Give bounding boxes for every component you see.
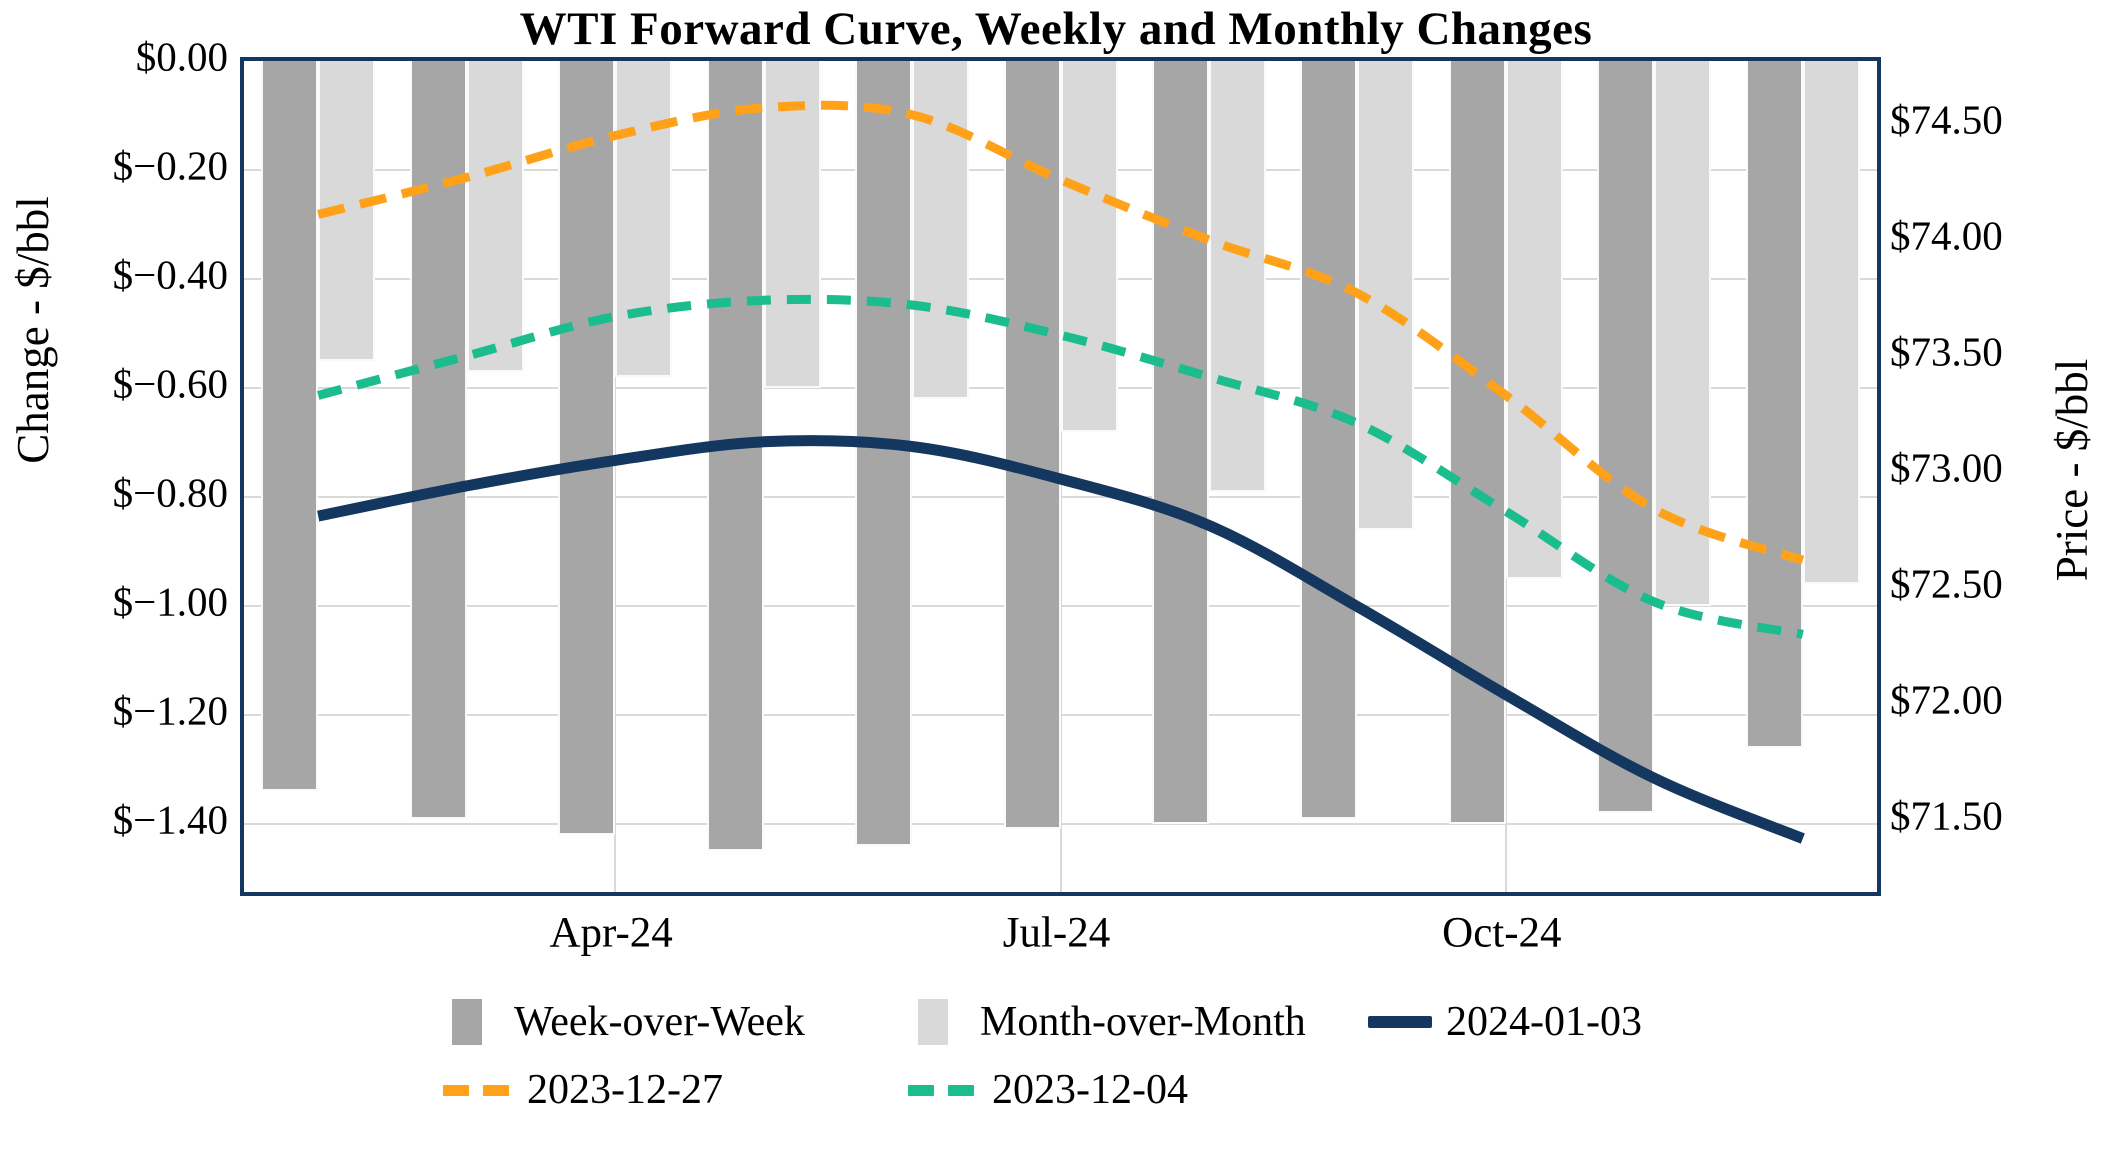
legend-dash-swatch [483, 1084, 509, 1096]
week-over-week-bar [1448, 61, 1506, 824]
left-axis-tick-label: $−1.40 [112, 796, 228, 843]
legend-item-week-over-week: Week-over-Week [452, 992, 805, 1052]
week-over-week-bar [409, 61, 467, 819]
legend-dash-swatch [948, 1084, 974, 1096]
plot-area [240, 57, 1881, 896]
legend-item-month-over-month: Month-over-Month [918, 992, 1306, 1052]
right-axis-tick-label: $71.50 [1890, 792, 2003, 839]
right-axis-tick-label: $72.50 [1890, 560, 2003, 607]
month-over-month-bar [1505, 61, 1563, 579]
month-over-month-bar [1060, 61, 1118, 432]
week-over-week-bar [1300, 61, 1358, 819]
legend-label: Week-over-Week [514, 999, 805, 1045]
legend-dash-swatch [443, 1084, 469, 1096]
month-over-month-bar [1208, 61, 1266, 492]
legend-bar-swatch [452, 999, 482, 1045]
month-over-month-bar [1802, 61, 1860, 585]
week-over-week-bar [1003, 61, 1061, 830]
legend-line-swatch [1368, 1016, 1432, 1028]
month-over-month-bar [1654, 61, 1712, 606]
week-over-week-bar [855, 61, 913, 846]
legend-label: 2023-12-27 [527, 1067, 723, 1113]
left-axis-tick-label: $−0.80 [112, 469, 228, 516]
week-over-week-bar [706, 61, 764, 852]
legend-label: 2024-01-03 [1446, 999, 1642, 1045]
month-over-month-bar [1357, 61, 1415, 530]
left-axis-tick-label: $−1.20 [112, 687, 228, 734]
x-axis-tick-label: Jul-24 [1002, 909, 1111, 957]
right-axis-tick-label: $72.00 [1890, 676, 2003, 723]
x-axis-tick-label: Apr-24 [549, 909, 673, 957]
left-axis-tick-label: $−1.00 [112, 578, 228, 625]
month-over-month-bar [615, 61, 673, 378]
right-axis-title: Price - $/bbl [2047, 358, 2097, 582]
right-axis-tick-label: $74.50 [1890, 96, 2003, 143]
legend-label: 2023-12-04 [992, 1067, 1188, 1113]
legend-item-2024-01-03: 2024-01-03 [1368, 992, 1642, 1052]
month-over-month-bar [763, 61, 821, 388]
month-over-month-bar [318, 61, 376, 361]
week-over-week-bar [261, 61, 319, 792]
month-over-month-bar [912, 61, 970, 399]
left-axis-tick-label: $−0.20 [112, 142, 228, 189]
left-axis-tick-label: $0.00 [135, 33, 228, 80]
week-over-week-bar [1745, 61, 1803, 748]
x-axis-tick-label: Oct-24 [1442, 909, 1562, 957]
month-over-month-bar [466, 61, 524, 372]
week-over-week-bar [1151, 61, 1209, 824]
right-axis-tick-label: $73.00 [1890, 444, 2003, 491]
legend-item-2023-12-04: 2023-12-04 [908, 1060, 1188, 1120]
legend-item-2023-12-27: 2023-12-27 [443, 1060, 723, 1120]
right-axis-tick-label: $73.50 [1890, 328, 2003, 375]
legend-bar-swatch [918, 999, 948, 1045]
left-axis-tick-label: $−0.60 [112, 360, 228, 407]
left-axis-tick-label: $−0.40 [112, 251, 228, 298]
week-over-week-bar [558, 61, 616, 835]
right-axis-tick-label: $74.00 [1890, 212, 2003, 259]
left-axis-title: Change - $/bbl [8, 196, 58, 464]
legend-dash-swatch [908, 1084, 934, 1096]
legend-label: Month-over-Month [980, 999, 1306, 1045]
chart-title: WTI Forward Curve, Weekly and Monthly Ch… [519, 3, 1593, 55]
week-over-week-bar [1597, 61, 1655, 814]
